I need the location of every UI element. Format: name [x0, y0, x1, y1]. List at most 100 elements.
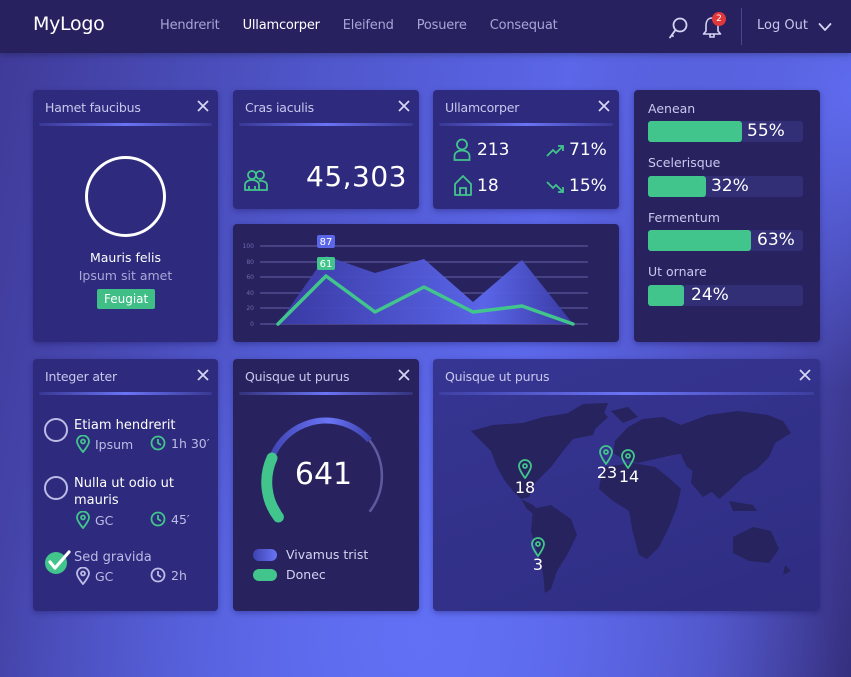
clock-icon	[150, 511, 166, 527]
svg-text:87: 87	[320, 237, 333, 248]
close-icon[interactable]	[598, 100, 610, 112]
tasks-card: Integer ater Etiam hendrerit Ipsum 1h 30…	[33, 359, 218, 611]
logo[interactable]: MyLogo	[33, 13, 105, 35]
map-pin-icon[interactable]	[621, 449, 635, 469]
svg-text:61: 61	[320, 259, 333, 270]
card-title: Quisque ut purus	[245, 369, 350, 384]
card-title: Hamet faucibus	[45, 100, 141, 115]
map-pin-count: 18	[514, 478, 536, 497]
bar-value: 63%	[757, 230, 795, 250]
world-map	[471, 403, 791, 593]
bar-label: Fermentum	[648, 210, 720, 225]
profile-subtitle: Ipsum sit amet	[78, 268, 173, 283]
task-duration: 2h	[150, 567, 187, 583]
progress-bar: 32%	[648, 176, 803, 197]
area-series	[278, 256, 573, 324]
close-icon[interactable]	[398, 369, 410, 381]
bar-value: 55%	[747, 121, 785, 141]
clock-icon	[150, 435, 166, 451]
card-divider	[239, 392, 413, 395]
progress-bar: 63%	[648, 230, 803, 251]
close-icon[interactable]	[799, 369, 811, 381]
map-pin-count: 14	[618, 467, 640, 486]
svg-text:0: 0	[250, 321, 254, 328]
bar-label: Ut ornare	[648, 264, 707, 279]
close-icon[interactable]	[398, 100, 410, 112]
bar-value: 24%	[691, 285, 729, 305]
map-pin-count: 23	[596, 463, 618, 482]
profile-name: Mauris felis	[89, 250, 161, 265]
nav-item-eleifend[interactable]: Eleifend	[342, 18, 394, 33]
card-divider	[39, 392, 212, 395]
bar-label: Scelerisque	[648, 155, 721, 170]
nav-item-consequat[interactable]: Consequat	[489, 18, 558, 33]
map-pin-icon[interactable]	[599, 445, 613, 465]
users-icon	[244, 170, 268, 191]
trend-up-value: 71%	[569, 140, 607, 160]
task-duration: 1h 30′	[150, 435, 210, 451]
progress-bar: 24%	[648, 285, 803, 306]
task-location-text: GC	[95, 568, 114, 584]
progress-bar: 55%	[648, 121, 803, 142]
progress-fill	[648, 121, 742, 142]
task-duration: 45′	[150, 511, 190, 527]
main-nav: Hendrerit Ullamcorper Eleifend Posuere C…	[160, 18, 581, 33]
chevron-down-icon[interactable]	[818, 22, 832, 32]
map-pin-icon[interactable]	[518, 459, 532, 479]
nav-item-posuere[interactable]: Posuere	[416, 18, 467, 33]
task-location: GC	[76, 567, 113, 585]
stats-card: Ullamcorper 213 18 71% 15%	[433, 90, 619, 209]
task-checked-icon[interactable]	[44, 549, 72, 575]
total-count: 45,303	[306, 160, 407, 193]
clock-icon	[150, 567, 166, 583]
map-pin-icon[interactable]	[531, 537, 545, 557]
legend-swatch	[253, 568, 277, 581]
card-divider	[439, 392, 814, 395]
task-location-text: Ipsum	[95, 436, 134, 452]
notification-badge: 2	[712, 12, 726, 26]
gauge-value: 641	[294, 457, 353, 492]
search-icon[interactable]	[667, 16, 689, 40]
card-title: Quisque ut purus	[445, 369, 550, 384]
nav-item-hendrerit[interactable]: Hendrerit	[160, 18, 220, 33]
line-chart-card: 100 80 60 40 20 0 87 61	[233, 224, 619, 342]
logout-button[interactable]: Log Out	[757, 18, 808, 33]
homes-count: 18	[477, 176, 499, 196]
close-icon[interactable]	[197, 369, 209, 381]
task-duration-text: 1h 30′	[171, 435, 210, 451]
card-title: Ullamcorper	[445, 100, 520, 115]
card-divider	[39, 123, 212, 126]
card-title: Cras iaculis	[245, 100, 314, 115]
legend-item: Vivamus trist	[253, 547, 368, 562]
profile-card: Hamet faucibus Mauris felis Ipsum sit am…	[33, 90, 218, 342]
home-icon	[454, 175, 472, 196]
line-chart: 100 80 60 40 20 0 87 61	[243, 235, 588, 328]
user-icon	[453, 138, 471, 161]
task-duration-text: 45′	[171, 511, 190, 527]
close-icon[interactable]	[197, 100, 209, 112]
svg-text:100: 100	[243, 243, 255, 250]
card-divider	[439, 123, 613, 126]
task-duration-text: 2h	[171, 567, 187, 583]
task-checkbox[interactable]	[44, 418, 68, 442]
card-title: Integer ater	[45, 369, 117, 384]
card-divider	[239, 123, 413, 126]
location-pin-icon	[76, 511, 90, 529]
gauge-card: Quisque ut purus 641 Vivamus trist Donec	[233, 359, 419, 611]
nav-item-ullamcorper[interactable]: Ullamcorper	[242, 18, 320, 33]
progress-fill	[648, 230, 751, 251]
task-title: Sed gravida	[74, 550, 152, 565]
line-series	[276, 274, 575, 326]
location-pin-icon	[76, 435, 90, 453]
profile-tag[interactable]: Feugiat	[97, 289, 156, 309]
gauge	[261, 417, 384, 523]
svg-text:40: 40	[246, 290, 254, 297]
map-pin-count: 3	[532, 555, 544, 574]
count-card: Cras iaculis 45,303	[233, 90, 419, 209]
bar-value: 32%	[711, 176, 749, 196]
avatar[interactable]	[85, 156, 166, 237]
location-pin-icon	[76, 567, 90, 585]
progress-fill	[648, 285, 684, 306]
legend-swatch	[253, 548, 277, 561]
task-checkbox[interactable]	[44, 476, 68, 500]
